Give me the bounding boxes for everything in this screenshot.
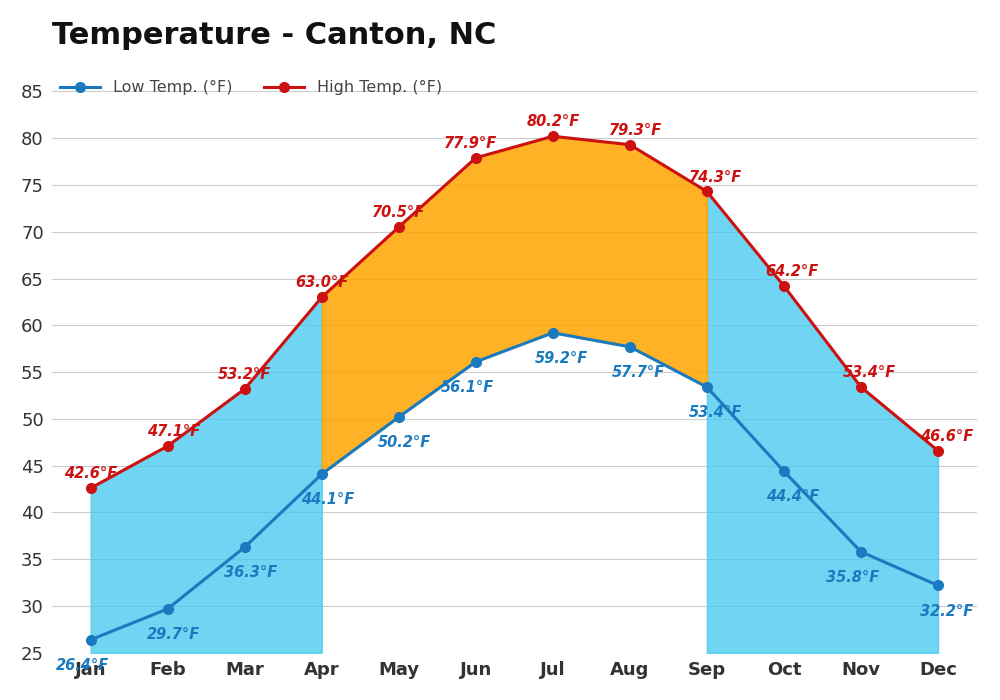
Text: 29.7°F: 29.7°F [147, 627, 200, 642]
High Temp. (°F) [162, 442, 174, 450]
Low Temp. (°F) [470, 358, 482, 366]
High Temp. (°F) [855, 383, 867, 391]
Text: 47.1°F: 47.1°F [147, 424, 200, 439]
Low Temp. (°F) [316, 470, 328, 478]
High Temp. (°F) [85, 484, 97, 492]
High Temp. (°F) [547, 132, 559, 141]
Text: 63.0°F: 63.0°F [295, 275, 348, 290]
Low Temp. (°F) [393, 413, 405, 421]
High Temp. (°F) [470, 153, 482, 162]
High Temp. (°F) [778, 282, 790, 290]
High Temp. (°F) [701, 188, 713, 196]
Text: 79.3°F: 79.3°F [609, 122, 662, 138]
Low Temp. (°F) [624, 342, 636, 351]
Text: 80.2°F: 80.2°F [526, 114, 579, 130]
Text: 44.1°F: 44.1°F [301, 492, 354, 508]
Text: 57.7°F: 57.7°F [612, 365, 665, 380]
Line: Low Temp. (°F): Low Temp. (°F) [86, 328, 943, 645]
Low Temp. (°F) [162, 605, 174, 613]
High Temp. (°F) [624, 141, 636, 149]
Text: Temperature - Canton, NC: Temperature - Canton, NC [52, 21, 497, 50]
Text: 32.2°F: 32.2°F [920, 603, 973, 619]
Text: 53.4°F: 53.4°F [689, 405, 742, 420]
Text: 46.6°F: 46.6°F [920, 429, 973, 444]
Text: 53.4°F: 53.4°F [843, 365, 896, 380]
High Temp. (°F) [932, 447, 944, 455]
Text: 59.2°F: 59.2°F [535, 351, 588, 366]
Low Temp. (°F) [778, 467, 790, 475]
Text: 26.4°F: 26.4°F [56, 658, 109, 673]
Low Temp. (°F) [701, 383, 713, 391]
Text: 56.1°F: 56.1°F [441, 380, 494, 395]
Low Temp. (°F) [855, 547, 867, 556]
Text: 50.2°F: 50.2°F [378, 435, 431, 450]
Line: High Temp. (°F): High Temp. (°F) [86, 132, 943, 493]
Low Temp. (°F) [932, 581, 944, 589]
Low Temp. (°F) [547, 328, 559, 337]
Legend: Low Temp. (°F), High Temp. (°F): Low Temp. (°F), High Temp. (°F) [60, 80, 442, 95]
Text: 74.3°F: 74.3°F [689, 169, 742, 185]
Text: 42.6°F: 42.6°F [64, 466, 117, 481]
Text: 53.2°F: 53.2°F [218, 367, 271, 382]
High Temp. (°F) [316, 293, 328, 302]
Low Temp. (°F) [239, 543, 251, 552]
Text: 64.2°F: 64.2°F [766, 264, 819, 279]
Text: 36.3°F: 36.3°F [224, 565, 277, 580]
High Temp. (°F) [239, 385, 251, 393]
Text: 70.5°F: 70.5°F [372, 205, 425, 220]
Text: 44.4°F: 44.4°F [766, 489, 819, 504]
High Temp. (°F) [393, 223, 405, 231]
Text: 35.8°F: 35.8°F [826, 570, 879, 584]
Text: 77.9°F: 77.9°F [444, 136, 497, 150]
Low Temp. (°F) [85, 636, 97, 644]
